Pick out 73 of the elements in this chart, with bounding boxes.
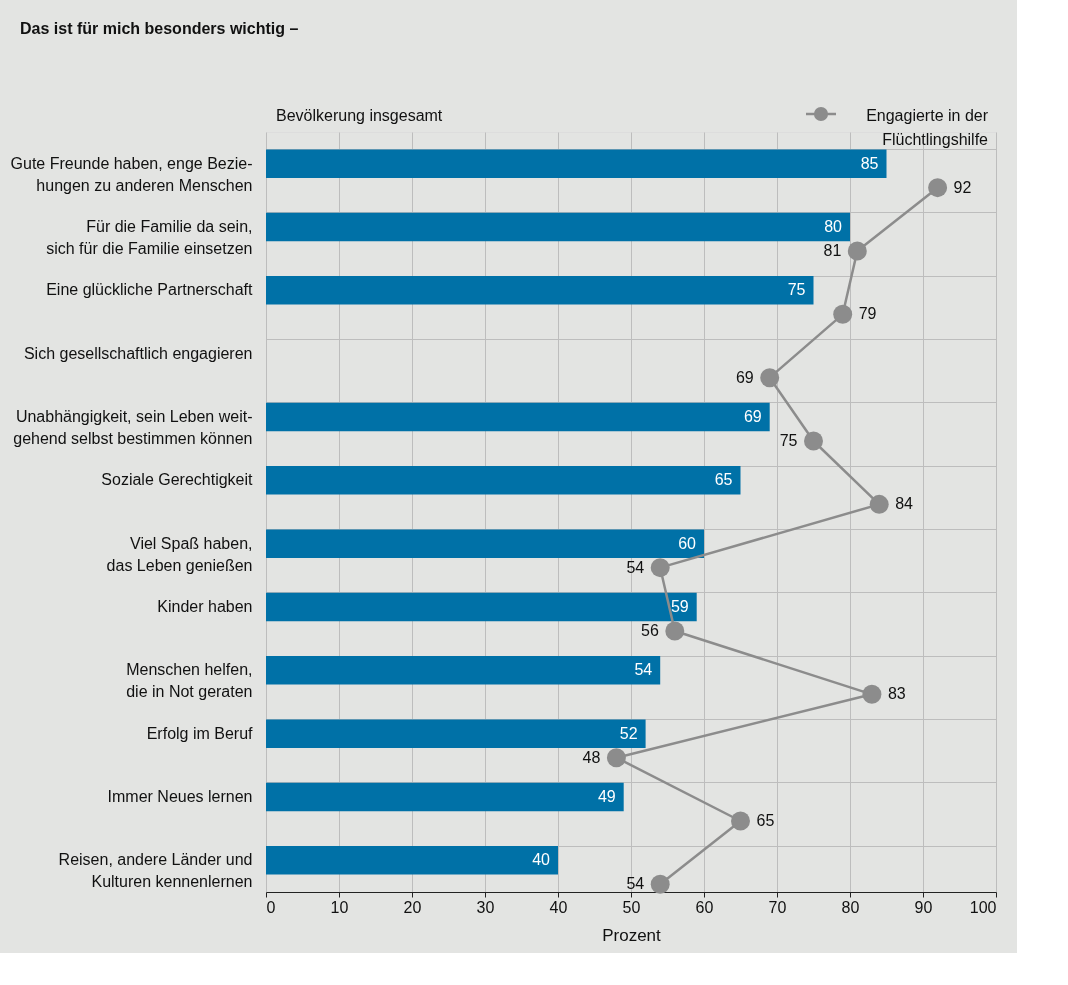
x-tick-label: 60 (695, 898, 714, 916)
data-label: 54 (626, 875, 645, 893)
x-tick-label: 80 (841, 898, 860, 916)
x-tick-label: 100 (969, 898, 997, 916)
legend-label: Engagierte in der Flüchtlingshilfe (866, 107, 989, 148)
data-label: 69 (735, 368, 754, 386)
data-label: 56 (641, 622, 659, 639)
bar (266, 656, 661, 685)
bar (266, 846, 558, 875)
bar (266, 782, 624, 812)
x-tick-label: 10 (330, 898, 349, 916)
data-label: 52 (619, 724, 638, 742)
point (760, 368, 780, 388)
point (606, 748, 626, 768)
y-tick-label: Kinder haben (157, 598, 253, 615)
point (731, 811, 750, 831)
point (665, 621, 685, 641)
bar (266, 466, 741, 495)
data-label: 80 (824, 218, 843, 235)
data-label: 40 (532, 851, 551, 869)
point (833, 304, 853, 324)
bar (266, 149, 887, 178)
data-label: 54 (626, 558, 645, 576)
x-tick-label: 50 (622, 898, 641, 916)
bar (266, 212, 850, 242)
point (847, 241, 867, 261)
x-tick-label: 90 (914, 898, 933, 916)
data-label: 65 (714, 471, 733, 489)
x-tick-label: 0 (266, 898, 276, 916)
data-label: 92 (953, 178, 972, 196)
x-axis-title: Prozent (602, 925, 662, 945)
point (862, 684, 882, 704)
y-tick-label: Immer Neues lernen (107, 788, 253, 805)
point (650, 874, 670, 894)
chart-title: Das ist für mich besonders wichtig – (20, 19, 299, 37)
data-label: 79 (858, 305, 877, 323)
x-tick-label: 20 (403, 898, 422, 916)
y-tick-label: Sich gesellschaftlich engagieren (23, 344, 253, 362)
y-tick-label: Für die Familie da sein, sich für die Familie einsetzen (46, 218, 253, 257)
data-label: 83 (887, 685, 906, 703)
bar (266, 402, 770, 432)
y-tick-label: Unabhängigkeit, sein Leben weit- gehend selbst bestimmen können (13, 408, 253, 447)
data-label: 85 (860, 154, 879, 172)
y-tick-label: Menschen helfen, die in Not geraten (126, 661, 253, 701)
point (650, 558, 670, 578)
y-tick-label: Gute Freunde haben, enge Bezie- hungen zu anderen Menschen (10, 154, 253, 194)
y-tick-label: Reisen, andere Länder und Kulturen kennenlernen (58, 851, 253, 891)
bar (266, 529, 704, 558)
data-label: 75 (787, 281, 806, 299)
data-label: 75 (779, 432, 798, 449)
data-label: 65 (756, 812, 775, 829)
data-label: 69 (743, 408, 762, 425)
bar (266, 719, 646, 748)
y-tick-label: Erfolg im Beruf (146, 724, 254, 742)
bar (266, 276, 814, 305)
data-label: 49 (597, 788, 616, 805)
bar (266, 592, 697, 622)
y-tick-label: Viel Spaß haben, das Leben genießen (106, 534, 253, 574)
x-tick-label: 70 (768, 898, 787, 916)
data-label: 60 (678, 534, 697, 552)
series-label: Bevölkerung insgesamt (276, 107, 443, 124)
data-label: 59 (670, 598, 689, 615)
data-label: 84 (895, 495, 914, 513)
data-label: 54 (634, 661, 653, 679)
x-tick-label: 30 (476, 898, 495, 916)
y-tick-label: Soziale Gerechtigkeit (101, 471, 254, 489)
point (869, 494, 889, 514)
point (928, 178, 948, 198)
data-label: 81 (823, 242, 842, 259)
point (804, 431, 823, 451)
y-tick-label: Eine glückliche Partnerschaft (46, 281, 254, 299)
data-label: 48 (582, 748, 601, 766)
x-tick-label: 40 (549, 898, 568, 916)
